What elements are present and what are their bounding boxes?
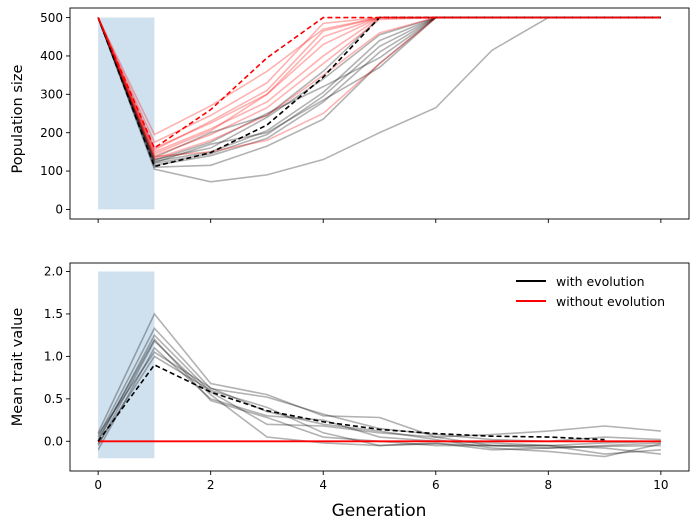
series-line-with-evolution	[97, 16, 661, 167]
series-line-with-evolution	[97, 355, 661, 451]
y-tick-label: 0	[55, 203, 63, 217]
x-tick-label: 2	[207, 478, 215, 492]
series-line-without-evolution	[97, 16, 661, 158]
series-line-with-evolution	[97, 312, 661, 438]
x-tick-label: 6	[432, 478, 440, 492]
x-tick-label: 4	[319, 478, 327, 492]
series-line-with-evolution	[97, 326, 661, 443]
axes-frame	[69, 262, 690, 472]
series-line-with-evolution	[97, 333, 661, 449]
y-tick-label: 1.5	[44, 307, 63, 321]
series-line-with-evolution	[97, 16, 661, 164]
trait-panel: 0 2 4 6 8 100.00.51.01.52.0 Mean trait value …	[10, 262, 690, 521]
x-tick-label: 8	[544, 478, 552, 492]
population-panel: 0 100 200 300 400 500 Population size	[10, 7, 690, 223]
axes-frame	[69, 7, 690, 220]
y-tick-label: 2.0	[44, 265, 63, 279]
series-line-with-evolution	[97, 16, 661, 169]
shaded-region	[98, 271, 155, 459]
y-tick-label: 100	[40, 164, 63, 178]
y-tick-label: 400	[40, 49, 63, 63]
trait-ylabel: Mean trait value	[10, 308, 26, 427]
legend: with evolution without evolution	[516, 274, 665, 309]
series-line-with-evolution	[97, 16, 661, 183]
series-line-with-evolution	[97, 339, 661, 447]
y-tick-label: 200	[40, 126, 63, 140]
y-tick-label: 500	[40, 11, 63, 25]
series-line-without-evolution	[97, 16, 661, 160]
legend-label-without-evolution: without evolution	[556, 294, 665, 309]
population-ylabel: Population size	[10, 64, 26, 173]
series-line-with-evolution	[97, 346, 661, 455]
x-tick-label: 0	[94, 478, 102, 492]
y-tick-label: 300	[40, 88, 63, 102]
series-line-with-evolution	[97, 16, 661, 165]
legend-label-with-evolution: with evolution	[556, 274, 645, 289]
series-line-with-evolution	[97, 351, 662, 458]
generation-xlabel: Generation	[332, 501, 427, 521]
y-tick-label: 1.0	[44, 350, 63, 364]
shaded-region	[98, 17, 155, 210]
series-line-with-evolution	[97, 16, 661, 162]
x-tick-label: 10	[653, 478, 668, 492]
y-tick-label: 0.0	[44, 434, 63, 448]
series-line-without-evolution	[97, 16, 661, 157]
mean-line-without-evolution	[97, 16, 661, 150]
series-line-with-evolution	[97, 16, 661, 163]
series-line-with-evolution	[97, 16, 661, 161]
y-tick-label: 0.5	[44, 392, 63, 406]
